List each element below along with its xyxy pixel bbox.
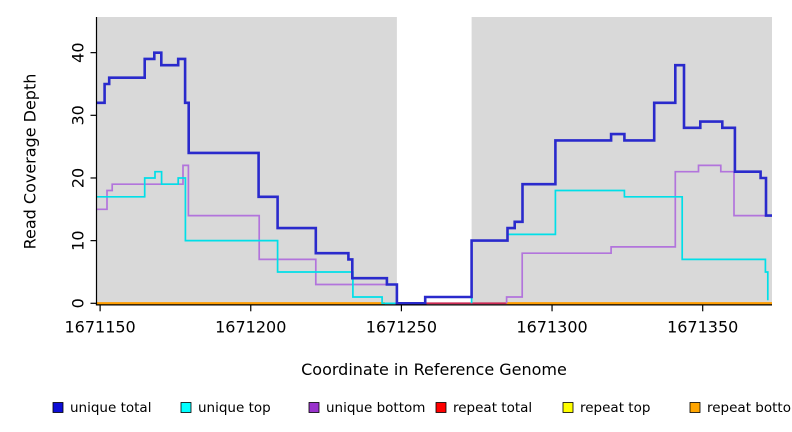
legend-item-repeat-top: repeat top <box>562 400 650 416</box>
x-tick-label: 1671300 <box>516 317 587 336</box>
legend-item-repeat-total: repeat total <box>435 400 532 416</box>
legend-label-repeat-top: repeat top <box>580 400 650 416</box>
x-axis-title: Coordinate in Reference Genome <box>301 360 567 379</box>
legend-label-unique-total: unique total <box>70 400 151 416</box>
y-tick-label: 40 <box>69 42 88 62</box>
legend-swatch-repeat-bottom <box>689 402 701 413</box>
legend-item-unique-bottom: unique bottom <box>308 400 425 416</box>
y-axis-title: Read Coverage Depth <box>20 73 40 250</box>
legend-swatch-unique-bottom <box>308 402 320 413</box>
legend-swatch-repeat-top <box>562 402 574 413</box>
y-tick-label: 20 <box>69 168 88 188</box>
legend-swatch-repeat-total <box>435 402 447 413</box>
series-line-unique-total <box>96 51 772 305</box>
y-tick-label: 10 <box>69 230 88 250</box>
legend-item-repeat-bottom: repeat bottom <box>689 400 792 416</box>
legend-swatch-unique-total <box>52 402 64 413</box>
legend-item-unique-total: unique total <box>52 400 151 416</box>
series-line-unique-bottom <box>96 164 772 304</box>
y-tick-label: 0 <box>69 298 88 308</box>
x-tick-label: 1671200 <box>215 317 286 336</box>
legend-item-unique-top: unique top <box>180 400 271 416</box>
x-tick-label: 1671250 <box>366 317 437 336</box>
legend-label-unique-top: unique top <box>198 400 271 416</box>
legend-label-repeat-bottom: repeat bottom <box>707 400 792 416</box>
series-path <box>505 164 772 304</box>
series-path <box>96 51 772 305</box>
y-tick-label: 30 <box>69 105 88 125</box>
legend-label-unique-bottom: unique bottom <box>326 400 425 416</box>
legend-swatch-unique-top <box>180 402 192 413</box>
x-tick-label: 1671350 <box>667 317 738 336</box>
legend-label-repeat-total: repeat total <box>453 400 532 416</box>
series-path <box>96 170 397 305</box>
x-tick-label: 1671150 <box>64 317 135 336</box>
axes: 0 10 20 30 40 1671150 1671200 1671250 1671300 167… <box>64 17 772 336</box>
legend: unique total unique top unique bottom repea… <box>52 400 792 416</box>
series-path <box>96 164 398 304</box>
masked-region <box>396 17 472 305</box>
